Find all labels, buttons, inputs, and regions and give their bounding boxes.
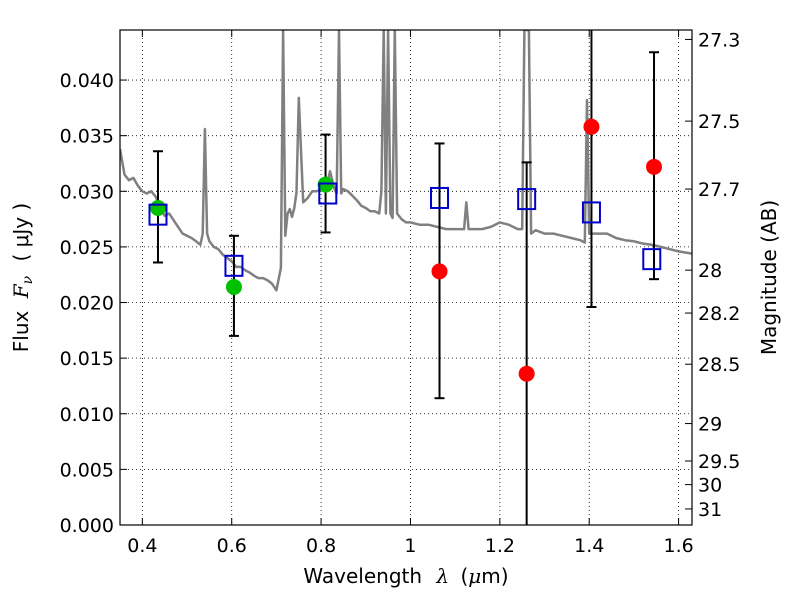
plot-frame [119, 29, 693, 526]
model-photometry-point [642, 248, 662, 271]
y2-tick-label: 28.2 [698, 303, 740, 325]
x-axis-label-unit-mu: μ [468, 564, 481, 588]
y-axis-label-prefix: Flux [9, 311, 33, 353]
x-tick-label: 1 [404, 535, 416, 557]
x-tick-label: 0.8 [306, 535, 336, 557]
model-spectrum-line [120, 30, 692, 292]
y-axis-label-unit: ( μJy ) [9, 203, 33, 262]
red-photometry-point [583, 118, 600, 135]
red-photometry-point [646, 158, 663, 175]
x-axis-label-unit-open: ( [460, 564, 468, 588]
y-axis-label-symbol: F [9, 283, 33, 299]
grid [120, 30, 692, 526]
green-photometry-point [225, 278, 242, 295]
model-photometry-point [318, 182, 338, 205]
y-tick-label: 0.030 [60, 181, 114, 203]
y-tick-label: 0.015 [60, 348, 114, 370]
x-axis-label-symbol: λ [435, 564, 449, 588]
model-photometry-point [517, 188, 537, 211]
y-axis-label-sub: ν [20, 275, 36, 284]
y2-tick-label: 29.5 [698, 451, 740, 473]
x-tick-label: 1.4 [574, 535, 604, 557]
x-axis-label: Wavelength λ (μm) [303, 564, 508, 588]
y-tick-label: 0.025 [60, 237, 114, 259]
red-photometry-point [518, 365, 535, 382]
y-tick-label: 0.020 [60, 293, 114, 315]
y2-tick-label: 28 [698, 260, 722, 282]
y2-tick-label: 27.5 [698, 111, 740, 133]
y2-tick-label: 27.3 [698, 29, 740, 51]
x-axis-label-text: Wavelength [303, 564, 422, 588]
model-photometry-point [581, 201, 601, 224]
y2-tick-label: 31 [698, 499, 722, 521]
x-tick-label: 0.4 [127, 535, 157, 557]
data-markers [148, 118, 663, 382]
y2-tick-label: 29 [698, 414, 722, 436]
y2-tick-label: 27.7 [698, 179, 740, 201]
red-photometry-point [431, 263, 448, 280]
y-tick-label: 0.010 [60, 404, 114, 426]
error-bars [152, 30, 660, 525]
y2-tick-label: 28.5 [698, 354, 740, 376]
y-tick-label: 0.005 [60, 459, 114, 481]
y-tick-label: 0.040 [60, 70, 114, 92]
green-photometry-point [317, 176, 334, 193]
model-photometry-point [224, 254, 244, 277]
axis-ticks: 0.4 0.6 0.8 1 1.2 1.4 1.6 0.000 0.005 0.010 0.015 0… [60, 29, 741, 557]
y-tick-label: 0.035 [60, 126, 114, 148]
x-tick-label: 1.6 [663, 535, 693, 557]
y2-axis-label: Magnitude (AB) [757, 200, 781, 355]
y-tick-label: 0.000 [60, 515, 114, 537]
green-photometry-point [149, 199, 166, 216]
model-photometry-point [430, 186, 450, 209]
x-axis-label-unit-rest: m) [481, 564, 508, 588]
model-photometry-point [148, 203, 168, 226]
x-tick-label: 0.6 [217, 535, 247, 557]
model-spectrum [120, 30, 692, 292]
y2-tick-label: 30 [698, 475, 722, 497]
y-axis-label: Flux Fν ( μJy ) [9, 203, 37, 352]
x-tick-label: 1.2 [485, 535, 515, 557]
